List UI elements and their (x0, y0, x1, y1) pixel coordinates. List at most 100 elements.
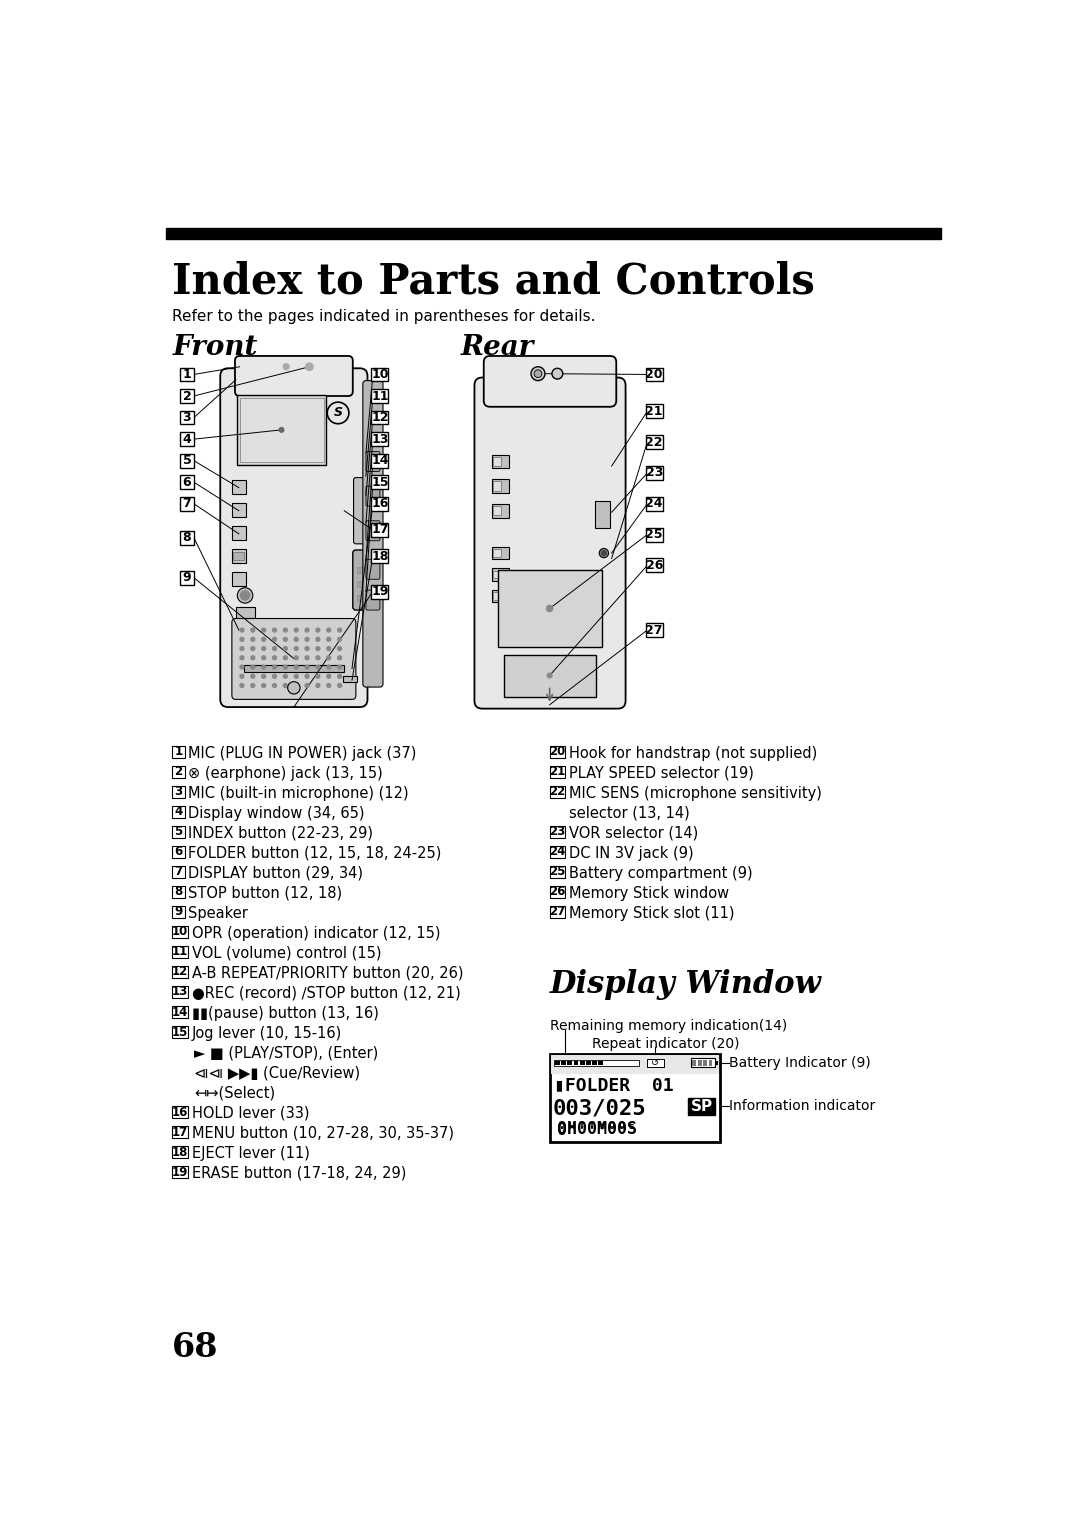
Circle shape (294, 665, 298, 670)
Circle shape (261, 647, 266, 650)
Bar (180, 497, 194, 511)
Text: 8: 8 (183, 531, 191, 544)
Circle shape (287, 682, 300, 694)
Circle shape (294, 638, 298, 641)
Bar (494, 457, 501, 466)
Text: 6: 6 (174, 846, 183, 858)
Text: 17: 17 (172, 1125, 188, 1139)
Bar (172, 846, 185, 858)
Text: 7: 7 (174, 865, 183, 878)
Bar (172, 1026, 188, 1038)
Text: 4: 4 (183, 433, 191, 445)
Text: OPR (operation) indicator (12, 15): OPR (operation) indicator (12, 15) (191, 925, 440, 940)
Bar (240, 398, 324, 462)
Text: 15: 15 (172, 1026, 188, 1038)
Text: 12: 12 (172, 965, 188, 979)
Text: ⊗ (earphone) jack (13, 15): ⊗ (earphone) jack (13, 15) (189, 766, 383, 781)
Circle shape (283, 683, 287, 688)
Bar (180, 476, 194, 489)
Circle shape (338, 647, 341, 650)
Circle shape (272, 665, 276, 670)
Text: 14: 14 (372, 454, 389, 468)
Circle shape (261, 638, 266, 641)
Circle shape (251, 647, 255, 650)
Bar (235, 607, 255, 618)
Bar (180, 531, 194, 544)
Bar (180, 388, 194, 404)
Bar (172, 865, 185, 878)
Bar (233, 552, 244, 560)
Bar (494, 570, 501, 578)
Bar (372, 497, 389, 511)
Circle shape (316, 683, 320, 688)
FancyBboxPatch shape (366, 486, 380, 506)
Text: MIC (built-in microphone) (12): MIC (built-in microphone) (12) (189, 786, 409, 801)
FancyBboxPatch shape (484, 356, 617, 407)
Circle shape (283, 665, 287, 670)
Text: EJECT lever (11): EJECT lever (11) (191, 1145, 310, 1161)
Circle shape (272, 638, 276, 641)
Circle shape (261, 665, 266, 670)
Text: STOP button (12, 18): STOP button (12, 18) (189, 885, 342, 901)
Bar (172, 905, 185, 917)
Text: Hook for handstrap (not supplied): Hook for handstrap (not supplied) (569, 746, 818, 760)
Text: 3: 3 (183, 411, 191, 424)
Bar (550, 1053, 720, 1142)
Bar (646, 436, 663, 450)
Text: 20: 20 (550, 745, 566, 758)
Bar (715, 1061, 718, 1066)
Bar (551, 1055, 718, 1073)
Bar (372, 367, 389, 381)
Text: PLAY SPEED selector (19): PLAY SPEED selector (19) (569, 766, 754, 781)
Circle shape (306, 638, 309, 641)
Bar (646, 528, 663, 541)
Text: 1: 1 (174, 745, 183, 758)
FancyBboxPatch shape (366, 451, 380, 471)
Bar (491, 479, 509, 492)
Bar (611, 1061, 616, 1066)
FancyBboxPatch shape (353, 550, 375, 610)
Text: 18: 18 (372, 549, 389, 563)
Text: ▮FOLDER  01: ▮FOLDER 01 (554, 1076, 674, 1095)
Text: ERASE button (17-18, 24, 29): ERASE button (17-18, 24, 29) (191, 1167, 406, 1180)
Text: 22: 22 (550, 786, 566, 798)
Bar (554, 1060, 638, 1066)
Circle shape (306, 665, 309, 670)
Circle shape (261, 674, 266, 679)
Circle shape (531, 367, 545, 381)
Circle shape (272, 628, 276, 631)
Circle shape (283, 647, 287, 650)
Circle shape (338, 656, 341, 659)
Circle shape (261, 683, 266, 688)
Text: ↤↦(Select): ↤↦(Select) (194, 1086, 275, 1101)
Text: 11: 11 (372, 390, 389, 402)
Text: MIC SENS (microphone sensitivity): MIC SENS (microphone sensitivity) (569, 786, 822, 801)
Circle shape (306, 683, 309, 688)
Text: HOLD lever (33): HOLD lever (33) (191, 1105, 309, 1121)
FancyBboxPatch shape (220, 368, 367, 706)
Bar (703, 1060, 707, 1066)
Circle shape (272, 647, 276, 650)
Bar (172, 1167, 188, 1179)
Circle shape (338, 674, 341, 679)
Text: Rear: Rear (460, 335, 534, 361)
Circle shape (552, 368, 563, 379)
Text: FOLDER button (12, 15, 18, 24-25): FOLDER button (12, 15, 18, 24-25) (189, 846, 442, 861)
Bar (232, 572, 246, 586)
Text: 7: 7 (183, 497, 191, 511)
Circle shape (272, 656, 276, 659)
Bar (357, 581, 369, 587)
Bar (550, 746, 565, 758)
Text: 2: 2 (174, 764, 183, 778)
Bar (550, 846, 565, 858)
Bar (491, 454, 509, 468)
Text: VOL (volume) control (15): VOL (volume) control (15) (191, 946, 381, 960)
Circle shape (251, 628, 255, 631)
Text: INDEX button (22-23, 29): INDEX button (22-23, 29) (189, 826, 374, 841)
Bar (172, 925, 188, 939)
Text: 0ᴴᵀᵀᴹᴼᴼˢ: 0ᴴᵀᵀᴹᴼᴼˢ (557, 1121, 637, 1139)
Bar (372, 523, 389, 537)
Bar (180, 570, 194, 584)
Bar (357, 595, 369, 601)
Bar (180, 411, 194, 425)
